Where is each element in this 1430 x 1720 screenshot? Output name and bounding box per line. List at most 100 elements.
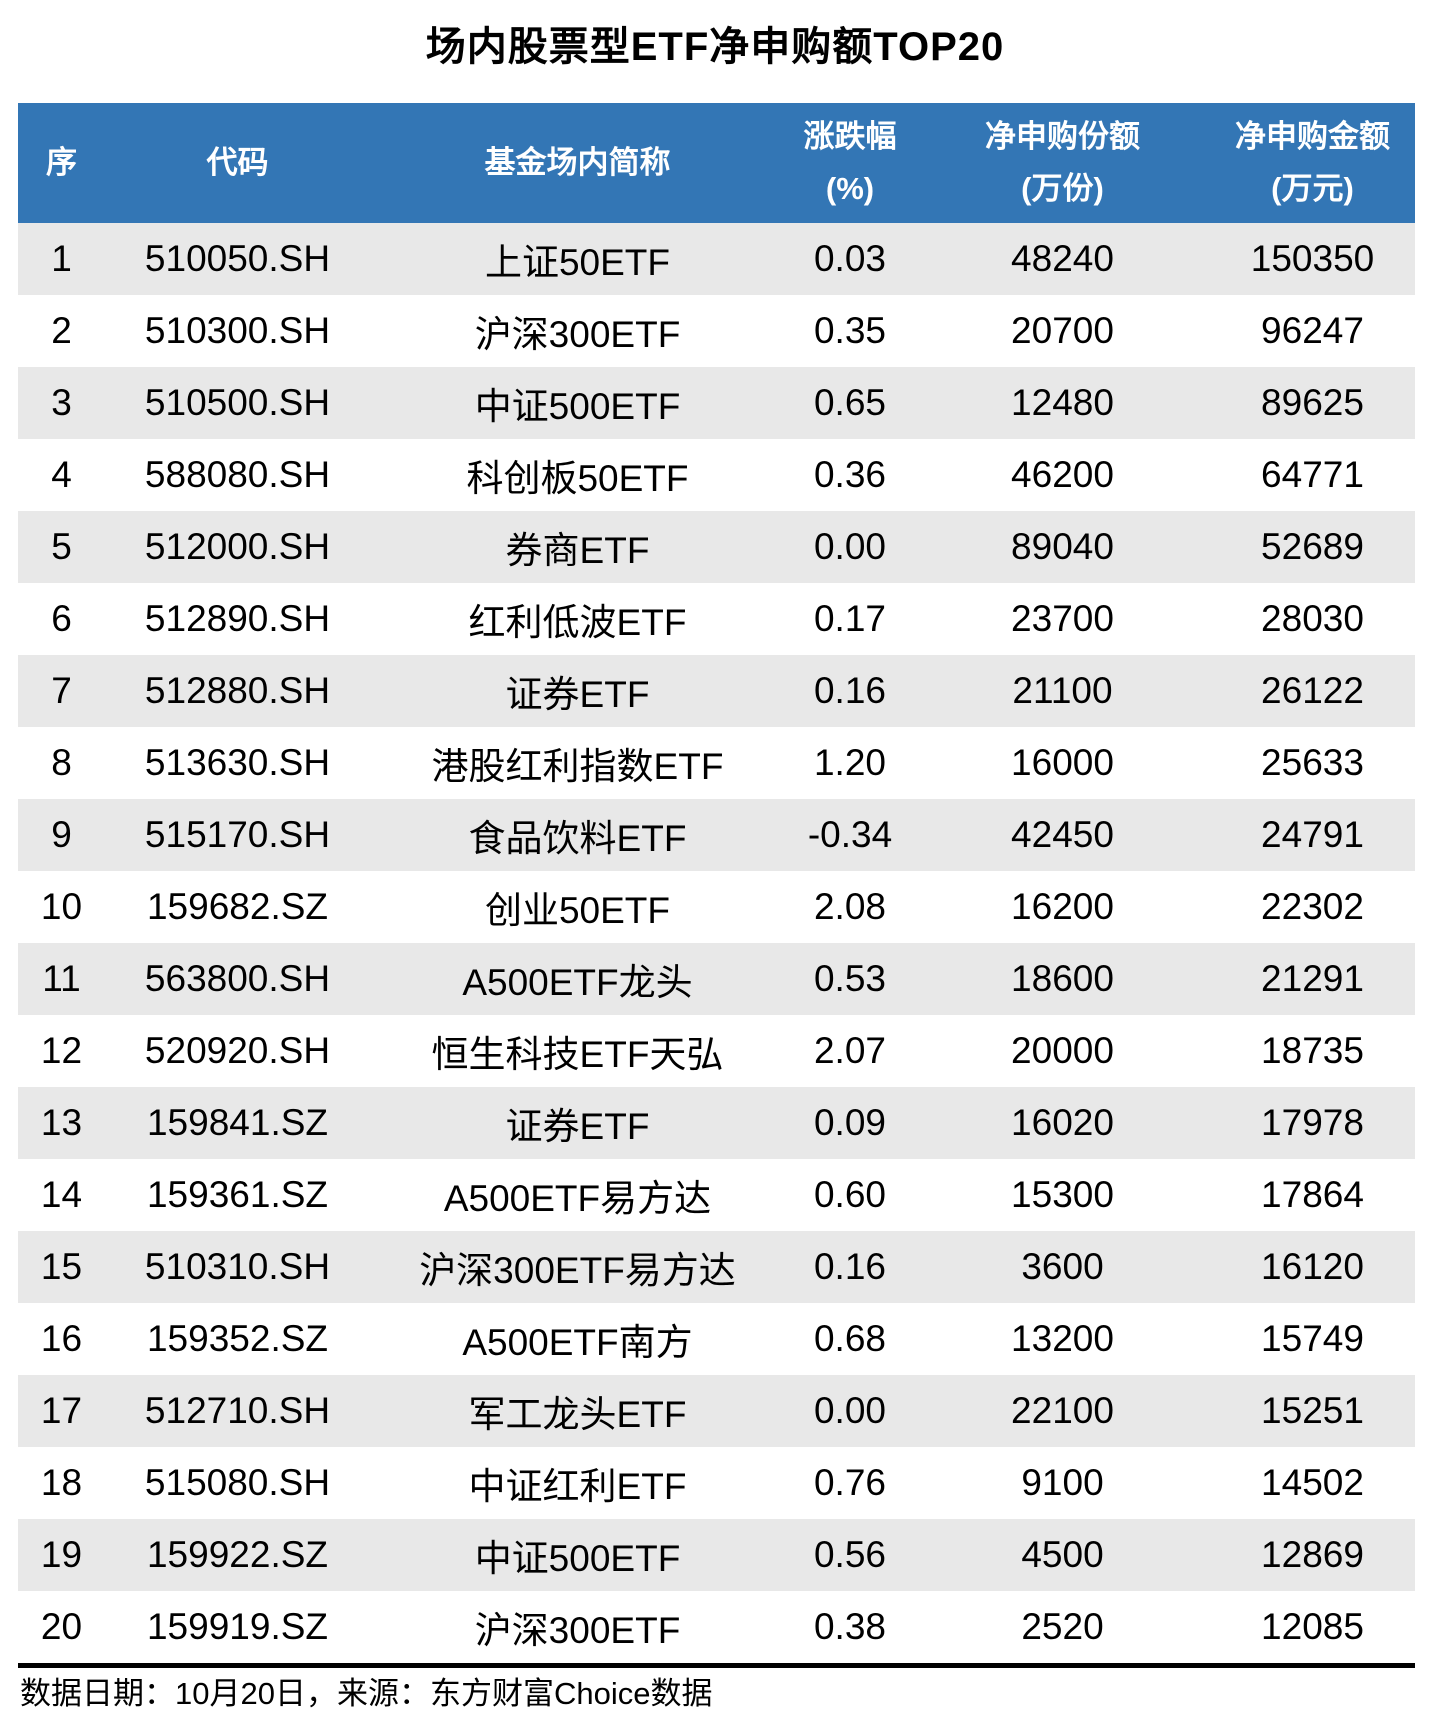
footer-divider [18,1663,1415,1668]
rank-cell: 8 [18,727,105,799]
change-pct-cell: -0.34 [785,799,915,871]
column-header-net-shares: 净申购份额 (万份) [915,103,1210,223]
net-shares-cell: 48240 [915,223,1210,295]
column-header-rank: 序 [18,103,105,223]
fund-name-cell: 中证红利ETF [370,1447,785,1519]
change-pct-cell: 0.17 [785,583,915,655]
table-header: 序 代码 基金场内简称 涨跌幅 (%) 净申购份额 (万份) 净申购金额 (万 [18,103,1415,223]
table-row: 19 159922.SZ 中证500ETF 0.56 4500 12869 [18,1519,1415,1591]
rank-cell: 15 [18,1231,105,1303]
net-amount-cell: 15251 [1210,1375,1415,1447]
table-row: 16 159352.SZ A500ETF南方 0.68 13200 15749 [18,1303,1415,1375]
net-amount-cell: 12085 [1210,1591,1415,1663]
net-shares-cell: 23700 [915,583,1210,655]
table-body: 1 510050.SH 上证50ETF 0.03 48240 150350 2 … [18,223,1415,1663]
code-cell: 563800.SH [105,943,370,1015]
net-shares-cell: 21100 [915,655,1210,727]
change-pct-cell: 0.35 [785,295,915,367]
data-source-note: 数据日期：10月20日，来源：东方财富Choice数据 [20,1676,713,1711]
net-amount-cell: 17864 [1210,1159,1415,1231]
rank-cell: 19 [18,1519,105,1591]
table-row: 7 512880.SH 证券ETF 0.16 21100 26122 [18,655,1415,727]
table-row: 3 510500.SH 中证500ETF 0.65 12480 89625 [18,367,1415,439]
rank-cell: 12 [18,1015,105,1087]
change-pct-cell: 0.56 [785,1519,915,1591]
net-amount-cell: 26122 [1210,655,1415,727]
net-shares-cell: 18600 [915,943,1210,1015]
net-amount-cell: 18735 [1210,1015,1415,1087]
rank-cell: 20 [18,1591,105,1663]
rank-cell: 17 [18,1375,105,1447]
rank-cell: 16 [18,1303,105,1375]
code-cell: 588080.SH [105,439,370,511]
fund-name-cell: 沪深300ETF易方达 [370,1231,785,1303]
net-shares-cell: 2520 [915,1591,1210,1663]
table-row: 8 513630.SH 港股红利指数ETF 1.20 16000 25633 [18,727,1415,799]
net-shares-cell: 16200 [915,871,1210,943]
table-row: 20 159919.SZ 沪深300ETF 0.38 2520 12085 [18,1591,1415,1663]
net-amount-cell: 12869 [1210,1519,1415,1591]
table-row: 18 515080.SH 中证红利ETF 0.76 9100 14502 [18,1447,1415,1519]
fund-name-cell: A500ETF易方达 [370,1159,785,1231]
change-pct-cell: 0.36 [785,439,915,511]
change-pct-cell: 0.00 [785,511,915,583]
net-amount-cell: 64771 [1210,439,1415,511]
net-amount-cell: 150350 [1210,223,1415,295]
rank-cell: 2 [18,295,105,367]
change-pct-cell: 0.65 [785,367,915,439]
fund-name-cell: 食品饮料ETF [370,799,785,871]
net-amount-cell: 17978 [1210,1087,1415,1159]
net-amount-cell: 21291 [1210,943,1415,1015]
code-cell: 512000.SH [105,511,370,583]
fund-name-cell: 中证500ETF [370,367,785,439]
code-cell: 510310.SH [105,1231,370,1303]
fund-name-cell: 中证500ETF [370,1519,785,1591]
net-shares-cell: 42450 [915,799,1210,871]
fund-name-cell: A500ETF南方 [370,1303,785,1375]
rank-cell: 7 [18,655,105,727]
change-pct-cell: 2.07 [785,1015,915,1087]
code-cell: 159841.SZ [105,1087,370,1159]
fund-name-cell: 军工龙头ETF [370,1375,785,1447]
table-row: 9 515170.SH 食品饮料ETF -0.34 42450 24791 [18,799,1415,871]
header-line: (%) [825,171,875,206]
net-shares-cell: 4500 [915,1519,1210,1591]
net-amount-cell: 16120 [1210,1231,1415,1303]
net-amount-cell: 14502 [1210,1447,1415,1519]
fund-name-cell: 证券ETF [370,1087,785,1159]
header-row: 序 代码 基金场内简称 涨跌幅 (%) 净申购份额 (万份) 净申购金额 (万 [18,103,1415,223]
rank-cell: 18 [18,1447,105,1519]
code-cell: 510500.SH [105,367,370,439]
table-row: 13 159841.SZ 证券ETF 0.09 16020 17978 [18,1087,1415,1159]
table-row: 12 520920.SH 恒生科技ETF天弘 2.07 20000 18735 [18,1015,1415,1087]
table-row: 6 512890.SH 红利低波ETF 0.17 23700 28030 [18,583,1415,655]
table-row: 15 510310.SH 沪深300ETF易方达 0.16 3600 16120 [18,1231,1415,1303]
header-line: (万份) [1021,171,1104,206]
change-pct-cell: 1.20 [785,727,915,799]
table-row: 5 512000.SH 券商ETF 0.00 89040 52689 [18,511,1415,583]
table-row: 17 512710.SH 军工龙头ETF 0.00 22100 15251 [18,1375,1415,1447]
net-shares-cell: 13200 [915,1303,1210,1375]
change-pct-cell: 0.68 [785,1303,915,1375]
table-row: 11 563800.SH A500ETF龙头 0.53 18600 21291 [18,943,1415,1015]
net-shares-cell: 20000 [915,1015,1210,1087]
net-amount-cell: 15749 [1210,1303,1415,1375]
fund-name-cell: 红利低波ETF [370,583,785,655]
net-shares-cell: 22100 [915,1375,1210,1447]
fund-name-cell: A500ETF龙头 [370,943,785,1015]
code-cell: 159352.SZ [105,1303,370,1375]
fund-name-cell: 证券ETF [370,655,785,727]
net-shares-cell: 9100 [915,1447,1210,1519]
net-shares-cell: 15300 [915,1159,1210,1231]
column-header-fund-name: 基金场内简称 [370,103,785,223]
fund-name-cell: 沪深300ETF [370,295,785,367]
net-amount-cell: 52689 [1210,511,1415,583]
column-header-change-pct: 涨跌幅 (%) [785,103,915,223]
column-header-net-amount: 净申购金额 (万元) [1210,103,1415,223]
fund-name-cell: 沪深300ETF [370,1591,785,1663]
code-cell: 512890.SH [105,583,370,655]
code-cell: 159361.SZ [105,1159,370,1231]
code-cell: 512880.SH [105,655,370,727]
net-shares-cell: 3600 [915,1231,1210,1303]
code-cell: 159682.SZ [105,871,370,943]
